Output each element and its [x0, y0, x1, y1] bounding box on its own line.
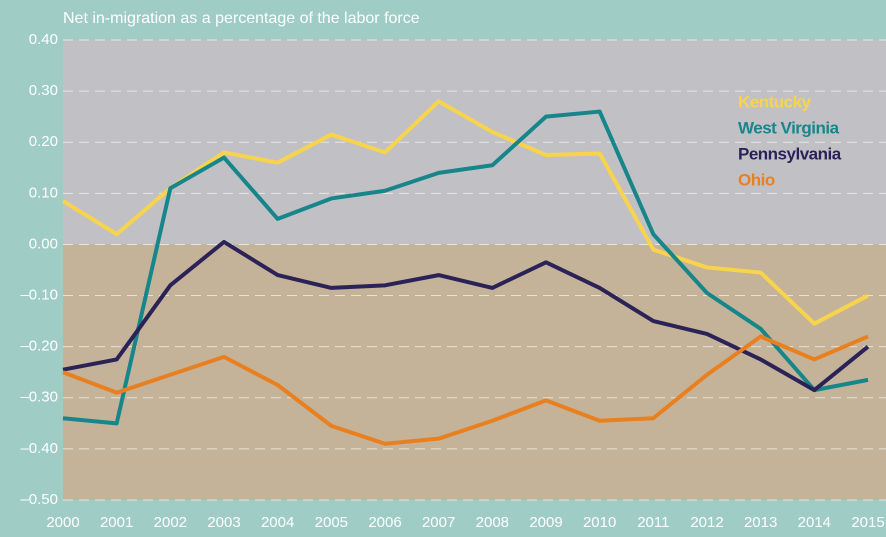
x-tick-label: 2004 [261, 514, 294, 531]
x-tick-label: 2014 [798, 514, 831, 531]
legend-entry: Pennsylvania [738, 144, 842, 163]
line-series [62, 109, 869, 426]
chart-title: Net in-migration as a percentage of the … [63, 10, 420, 27]
x-tick-label: 2011 [637, 514, 669, 531]
y-tick-label: 0.10 [29, 184, 58, 201]
positive-region [63, 40, 886, 245]
y-tick-label: 0.00 [29, 235, 58, 252]
x-tick-label: 2001 [100, 514, 133, 531]
x-tick-label: 2007 [422, 514, 455, 531]
x-tick-label: 2012 [690, 514, 723, 531]
legend-entry: Ohio [738, 170, 775, 189]
x-tick-label: 2015 [851, 514, 884, 531]
line-series [61, 99, 869, 326]
x-tick-label: 2009 [529, 514, 562, 531]
y-tick-label: 0.40 [29, 31, 58, 48]
x-tick-label: 2003 [207, 514, 240, 531]
y-tick-label: –0.50 [20, 491, 58, 508]
x-tick-label: 2006 [368, 514, 401, 531]
y-tick-label: –0.10 [20, 287, 58, 304]
x-tick-label: 2005 [315, 514, 348, 531]
y-tick-label: –0.40 [20, 440, 58, 457]
y-tick-label: 0.20 [29, 133, 58, 150]
y-tick-label: 0.30 [29, 82, 58, 99]
x-tick-label: 2008 [476, 514, 509, 531]
legend-entry: Kentucky [738, 92, 812, 111]
line-series [62, 239, 870, 393]
y-tick-label: –0.20 [20, 338, 58, 355]
negative-region [63, 244, 886, 500]
y-tick-label: –0.30 [20, 389, 58, 406]
legend-entry: West Virginia [738, 118, 840, 137]
line-series [62, 334, 869, 446]
x-tick-label: 2013 [744, 514, 777, 531]
x-tick-label: 2002 [154, 514, 187, 531]
x-tick-label: 2010 [583, 514, 616, 531]
x-tick-label: 2000 [46, 514, 79, 531]
